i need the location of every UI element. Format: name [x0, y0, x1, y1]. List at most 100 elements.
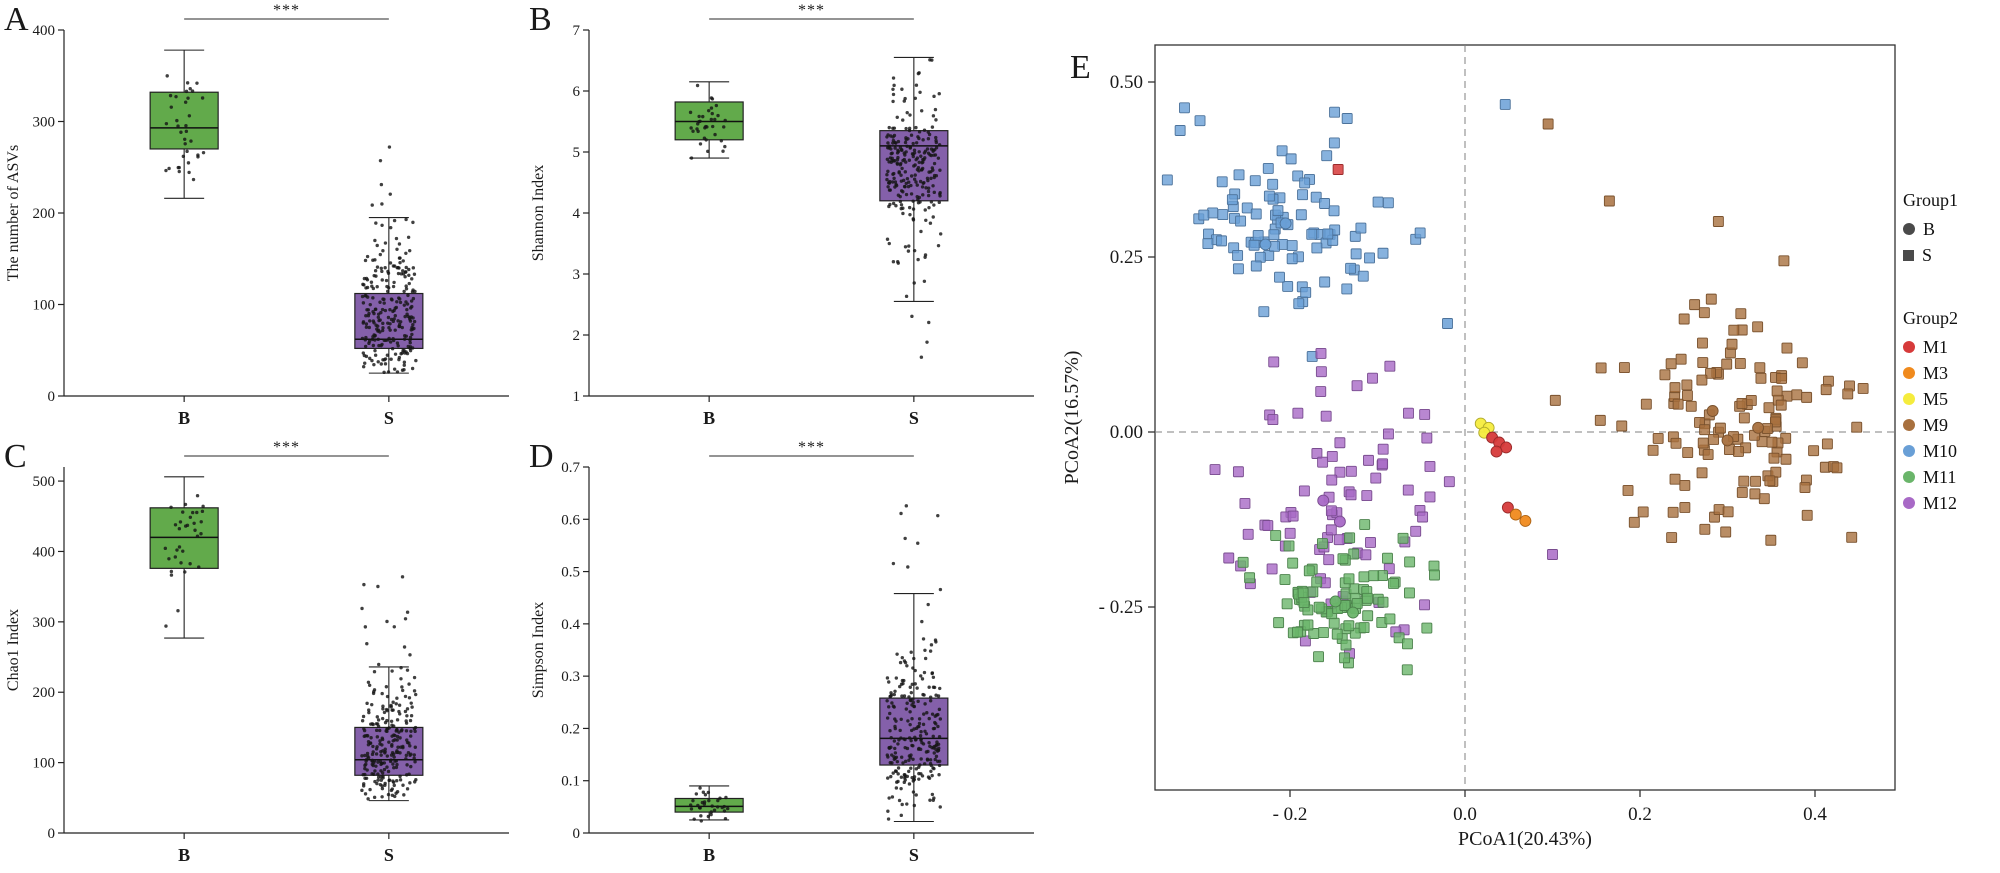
jitter-point [929, 176, 933, 181]
jitter-point [899, 179, 904, 183]
scatter-square-M9 [1778, 255, 1790, 267]
scatter-square-M12 [1232, 466, 1244, 478]
y-axis-label: Chao1 Index [5, 609, 22, 691]
jitter-point [906, 719, 910, 723]
y-tick-label: 0 [48, 389, 56, 405]
jitter-point [378, 252, 383, 257]
jitter-point [905, 664, 909, 668]
jitter-point [165, 74, 169, 78]
jitter-point [364, 286, 368, 290]
jitter-point [364, 276, 369, 281]
jitter-point [899, 775, 904, 779]
jitter-point [391, 700, 395, 704]
jitter-point [185, 523, 190, 528]
jitter-point [914, 125, 918, 130]
jitter-point [398, 736, 402, 740]
jitter-point [911, 199, 915, 203]
scatter-square-M9 [1726, 338, 1738, 350]
jitter-point [901, 211, 905, 216]
jitter-point [406, 293, 410, 298]
scatter-square-M10 [1349, 230, 1361, 242]
jitter-point [930, 125, 935, 129]
scatter-square-M12 [1334, 437, 1346, 449]
jitter-point [891, 87, 895, 91]
legend-item-M1: M1 [1903, 334, 1958, 360]
jitter-point [395, 779, 399, 783]
scatter-square-M11 [1316, 538, 1328, 549]
jitter-point [892, 133, 897, 138]
jitter-point [938, 717, 943, 721]
scatter-square-M12 [1209, 464, 1221, 476]
jitter-point [405, 763, 409, 767]
jitter-point [926, 137, 931, 141]
scatter-square-M11 [1404, 587, 1415, 599]
jitter-point [176, 608, 180, 613]
jitter-point [201, 150, 206, 155]
x-tick-label: B [703, 408, 715, 428]
jitter-point [374, 752, 379, 756]
plot-frame [1154, 44, 1896, 791]
jitter-point [394, 236, 399, 241]
jitter-point [384, 685, 389, 689]
scatter-square-M10 [1252, 230, 1264, 241]
jitter-point [388, 340, 393, 344]
jitter-point [919, 738, 923, 742]
jitter-point [911, 744, 915, 748]
jitter-point [380, 737, 385, 742]
jitter-point [706, 790, 711, 795]
y-tick-label: 100 [33, 756, 56, 772]
jitter-point [929, 643, 934, 647]
y-tick-label: 100 [33, 298, 56, 314]
scatter-square-M9 [1697, 337, 1708, 349]
jitter-point [934, 693, 938, 697]
jitter-point [396, 319, 400, 323]
jitter-point [399, 677, 403, 681]
jitter-point [393, 328, 397, 332]
jitter-point [366, 797, 370, 801]
jitter-point [888, 728, 892, 733]
jitter-point [937, 92, 941, 96]
jitter-point [931, 675, 936, 679]
jitter-point [689, 126, 693, 130]
jitter-point [366, 308, 371, 312]
jitter-point [191, 177, 196, 182]
jitter-point [901, 158, 905, 163]
jitter-point [363, 625, 368, 629]
jitter-point [909, 650, 913, 654]
jitter-point [404, 719, 408, 723]
jitter-point [199, 520, 203, 524]
scatter-square-M11 [1279, 574, 1291, 586]
jitter-point [936, 724, 940, 729]
scatter-square-M9 [1699, 523, 1711, 535]
jitter-point [178, 520, 183, 524]
jitter-point [392, 783, 396, 788]
y-tick-label: 0.5 [561, 565, 580, 581]
jitter-point [722, 809, 727, 813]
jitter-point [916, 165, 921, 170]
jitter-point [930, 773, 934, 778]
jitter-point [917, 195, 922, 200]
jitter-point [378, 158, 383, 163]
scatter-square-M10 [1263, 190, 1275, 202]
jitter-point [899, 682, 904, 686]
jitter-point [932, 173, 937, 178]
jitter-point [894, 786, 899, 790]
significance-stars: *** [798, 439, 825, 456]
jitter-point [925, 340, 929, 344]
jitter-point [409, 764, 413, 769]
jitter-point [722, 125, 726, 129]
jitter-point [936, 156, 941, 160]
y-tick-label: 5 [573, 145, 581, 161]
jitter-point [173, 523, 178, 527]
jitter-point [373, 238, 377, 243]
jitter-point [928, 221, 933, 225]
jitter-point [391, 309, 395, 314]
scatter-square-M10 [1341, 283, 1353, 295]
scatter-square-M12 [1320, 410, 1332, 422]
jitter-point [378, 330, 382, 334]
jitter-point [403, 275, 407, 279]
jitter-point [408, 653, 412, 657]
jitter-point [391, 779, 395, 783]
jitter-point [409, 299, 414, 303]
jitter-point [913, 96, 918, 100]
